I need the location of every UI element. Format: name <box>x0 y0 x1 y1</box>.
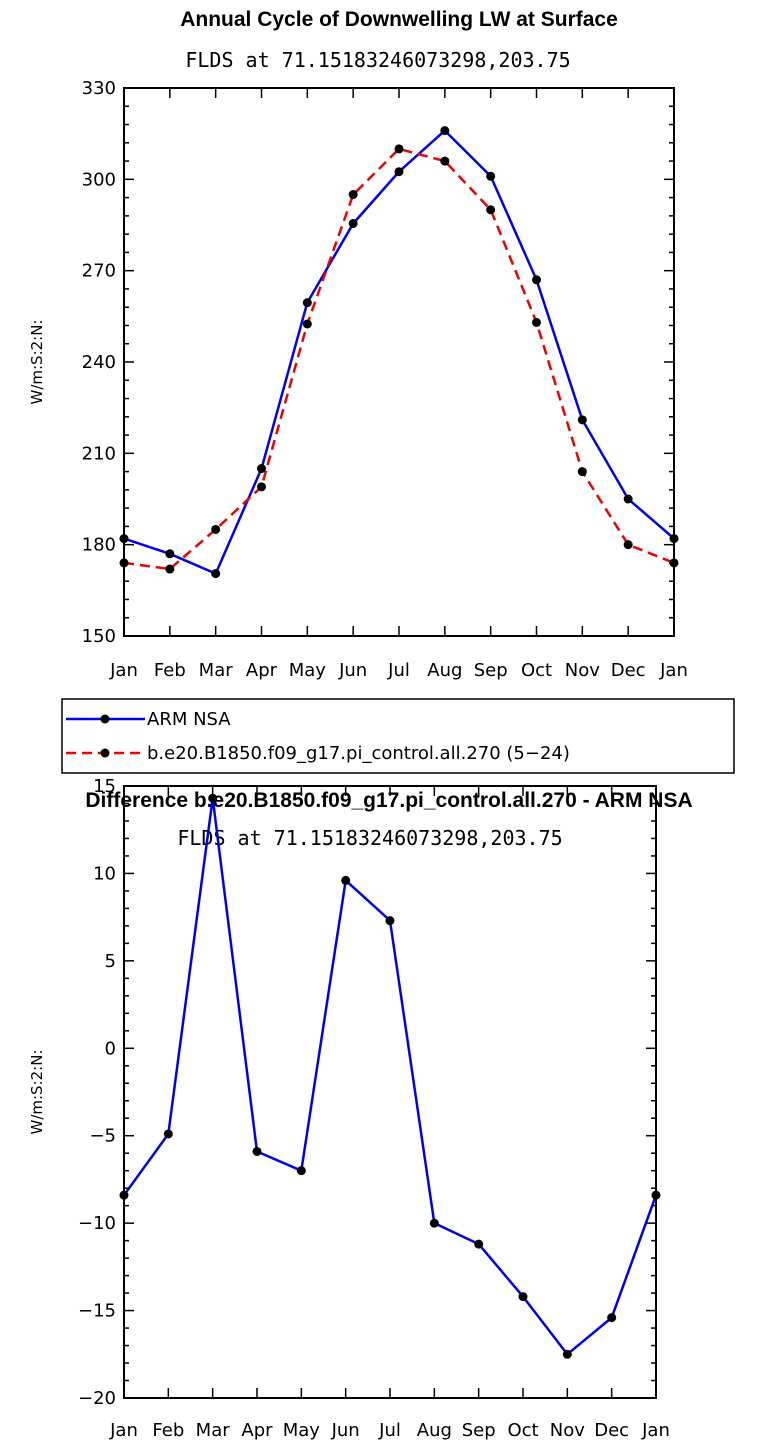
chart2-ytick-label: 0 <box>105 1038 116 1059</box>
chart2-xtick-label: Aug <box>417 1420 452 1441</box>
chart2-series-0-point <box>119 1190 129 1200</box>
chart1-series-0-point <box>577 415 587 425</box>
chart1-xtick-label: Jun <box>338 660 367 681</box>
chart1-series-0-point <box>211 569 221 579</box>
chart1-xtick-label: Sep <box>474 660 508 681</box>
chart1-series-1-point <box>165 564 175 574</box>
chart1-xtick-label: Jul <box>387 660 410 681</box>
chart1-ytick-label: 210 <box>82 443 116 464</box>
chart2-series-0-point <box>208 793 218 803</box>
chart2-ytick-label: 15 <box>93 776 116 797</box>
chart1-series-0-line <box>123 129 675 575</box>
chart1-series-0-point <box>623 494 633 504</box>
chart1-title: Annual Cycle of Downwelling LW at Surfac… <box>180 8 618 31</box>
chart1-series-0-point <box>257 464 266 474</box>
legend-marker-model <box>100 748 110 758</box>
chart2-xtick-label: Apr <box>241 1420 273 1441</box>
chart2-xtick-label: Nov <box>550 1420 585 1441</box>
chart2-ytick-label: −10 <box>78 1213 116 1234</box>
chart1-series-1-point <box>257 482 266 492</box>
chart1-series-1-point <box>486 205 496 215</box>
chart1-series-0-point <box>532 275 541 285</box>
chart1-series-1-point <box>119 558 129 568</box>
chart1-ytick-label: 150 <box>82 626 116 647</box>
chart2-series-0-point <box>163 1129 173 1139</box>
chart2-y-axis-label: W/m:S:2:N: <box>28 1050 46 1135</box>
chart1-series-1-line <box>123 147 675 571</box>
legend-box <box>61 698 735 774</box>
chart2-series-0-point <box>252 1146 262 1156</box>
chart2-ytick-label: −5 <box>89 1126 116 1147</box>
chart2-series-0-point <box>651 1190 661 1200</box>
chart1-xtick-label: Jan <box>109 660 138 681</box>
chart2-series-0-point <box>607 1313 617 1323</box>
chart2-ytick-label: 10 <box>93 863 116 884</box>
chart1-xtick-label: Feb <box>154 660 186 681</box>
chart1-xtick-label: Aug <box>427 660 462 681</box>
legend: ARM NSA b.e20.B1850.f09_g17.pi_control.a… <box>61 698 735 774</box>
chart1-xtick-label: May <box>289 660 327 681</box>
chart1-series-1-point <box>394 144 404 154</box>
chart1-ytick-label: 330 <box>82 78 116 99</box>
chart2-xtick-label: Jul <box>378 1420 401 1441</box>
chart1-series-1-point <box>577 467 587 477</box>
chart2-plot: −20 −15 −10 −5 0 5 10 15 Jan Feb Mar Apr May Jun Jul Au… <box>78 776 670 1441</box>
chart1-ytick-label: 180 <box>82 535 116 556</box>
chart2-ytick-label: −20 <box>78 1388 116 1409</box>
chart2-series-0-point <box>385 916 395 926</box>
chart2-xtick-label: Jan <box>641 1420 670 1441</box>
legend-label-arm: ARM NSA <box>147 709 231 730</box>
chart2-series-0-point <box>341 875 351 885</box>
chart1-ytick-label: 300 <box>82 169 116 190</box>
chart1-series-0-point <box>119 534 129 544</box>
chart1-ytick-label: 270 <box>82 261 116 282</box>
chart1-xtick-label: Apr <box>246 660 278 681</box>
chart2-series-0-point <box>474 1239 484 1249</box>
chart2-xtick-label: Dec <box>594 1420 629 1441</box>
chart1-series-0-point <box>669 534 679 544</box>
chart1-series-1-point <box>623 540 633 550</box>
chart1-series-1-point <box>669 558 679 568</box>
chart1-xtick-label: Jan <box>659 660 688 681</box>
chart2-ytick-label: 5 <box>105 951 116 972</box>
chart2-xtick-label: Feb <box>152 1420 184 1441</box>
chart2-subtitle: FLDS at 71.15183246073298,203.75 <box>177 826 562 850</box>
chart1-series-1-point <box>348 190 358 200</box>
legend-label-model: b.e20.B1850.f09_g17.pi_control.all.270 (… <box>147 743 570 764</box>
chart2-series-0-point <box>296 1166 306 1176</box>
chart1-series-1-point <box>302 319 312 329</box>
chart2-xtick-label: Jun <box>331 1420 360 1441</box>
chart2-series-0-point <box>562 1349 572 1359</box>
chart1-series-1-point <box>532 317 541 327</box>
chart2-plot-frame <box>123 785 657 1399</box>
chart2-xtick-label: Mar <box>196 1420 231 1441</box>
chart1-series-1-point <box>211 524 221 534</box>
chart1-ytick-label: 240 <box>82 352 116 373</box>
chart2-title: Difference b.e20.B1850.f09_g17.pi_contro… <box>85 789 692 812</box>
chart1-xtick-label: Dec <box>611 660 646 681</box>
chart2-xtick-label: Sep <box>462 1420 496 1441</box>
chart1-xtick-label: Oct <box>521 660 552 681</box>
chart1-xtick-label: Mar <box>199 660 234 681</box>
chart1-xtick-label: Nov <box>565 660 600 681</box>
chart2-series-0-line <box>122 796 658 1356</box>
chart1-y-axis-label: W/m:S:2:N: <box>28 320 46 405</box>
chart2-ytick-label: −15 <box>78 1301 116 1322</box>
chart1-series-0-point <box>440 126 450 136</box>
chart1-subtitle: FLDS at 71.15183246073298,203.75 <box>185 48 570 72</box>
chart2-series-0-point <box>518 1292 528 1302</box>
chart1-series-0-point <box>486 171 496 181</box>
chart1-plot: 150 180 210 240 270 300 330 Jan Feb Mar Apr May Jun J… <box>82 78 688 681</box>
legend-marker-arm <box>100 714 110 724</box>
chart2-xtick-label: May <box>283 1420 321 1441</box>
chart2-series-0-point <box>429 1218 439 1228</box>
chart2-xtick-label: Jan <box>109 1420 138 1441</box>
chart2-xtick-label: Oct <box>507 1420 538 1441</box>
chart1-series-0-point <box>165 549 175 559</box>
chart1-series-1-point <box>440 156 450 166</box>
chart1-series-0-point <box>348 218 358 228</box>
chart1-series-0-point <box>394 167 404 177</box>
chart1-series-0-point <box>302 298 312 308</box>
